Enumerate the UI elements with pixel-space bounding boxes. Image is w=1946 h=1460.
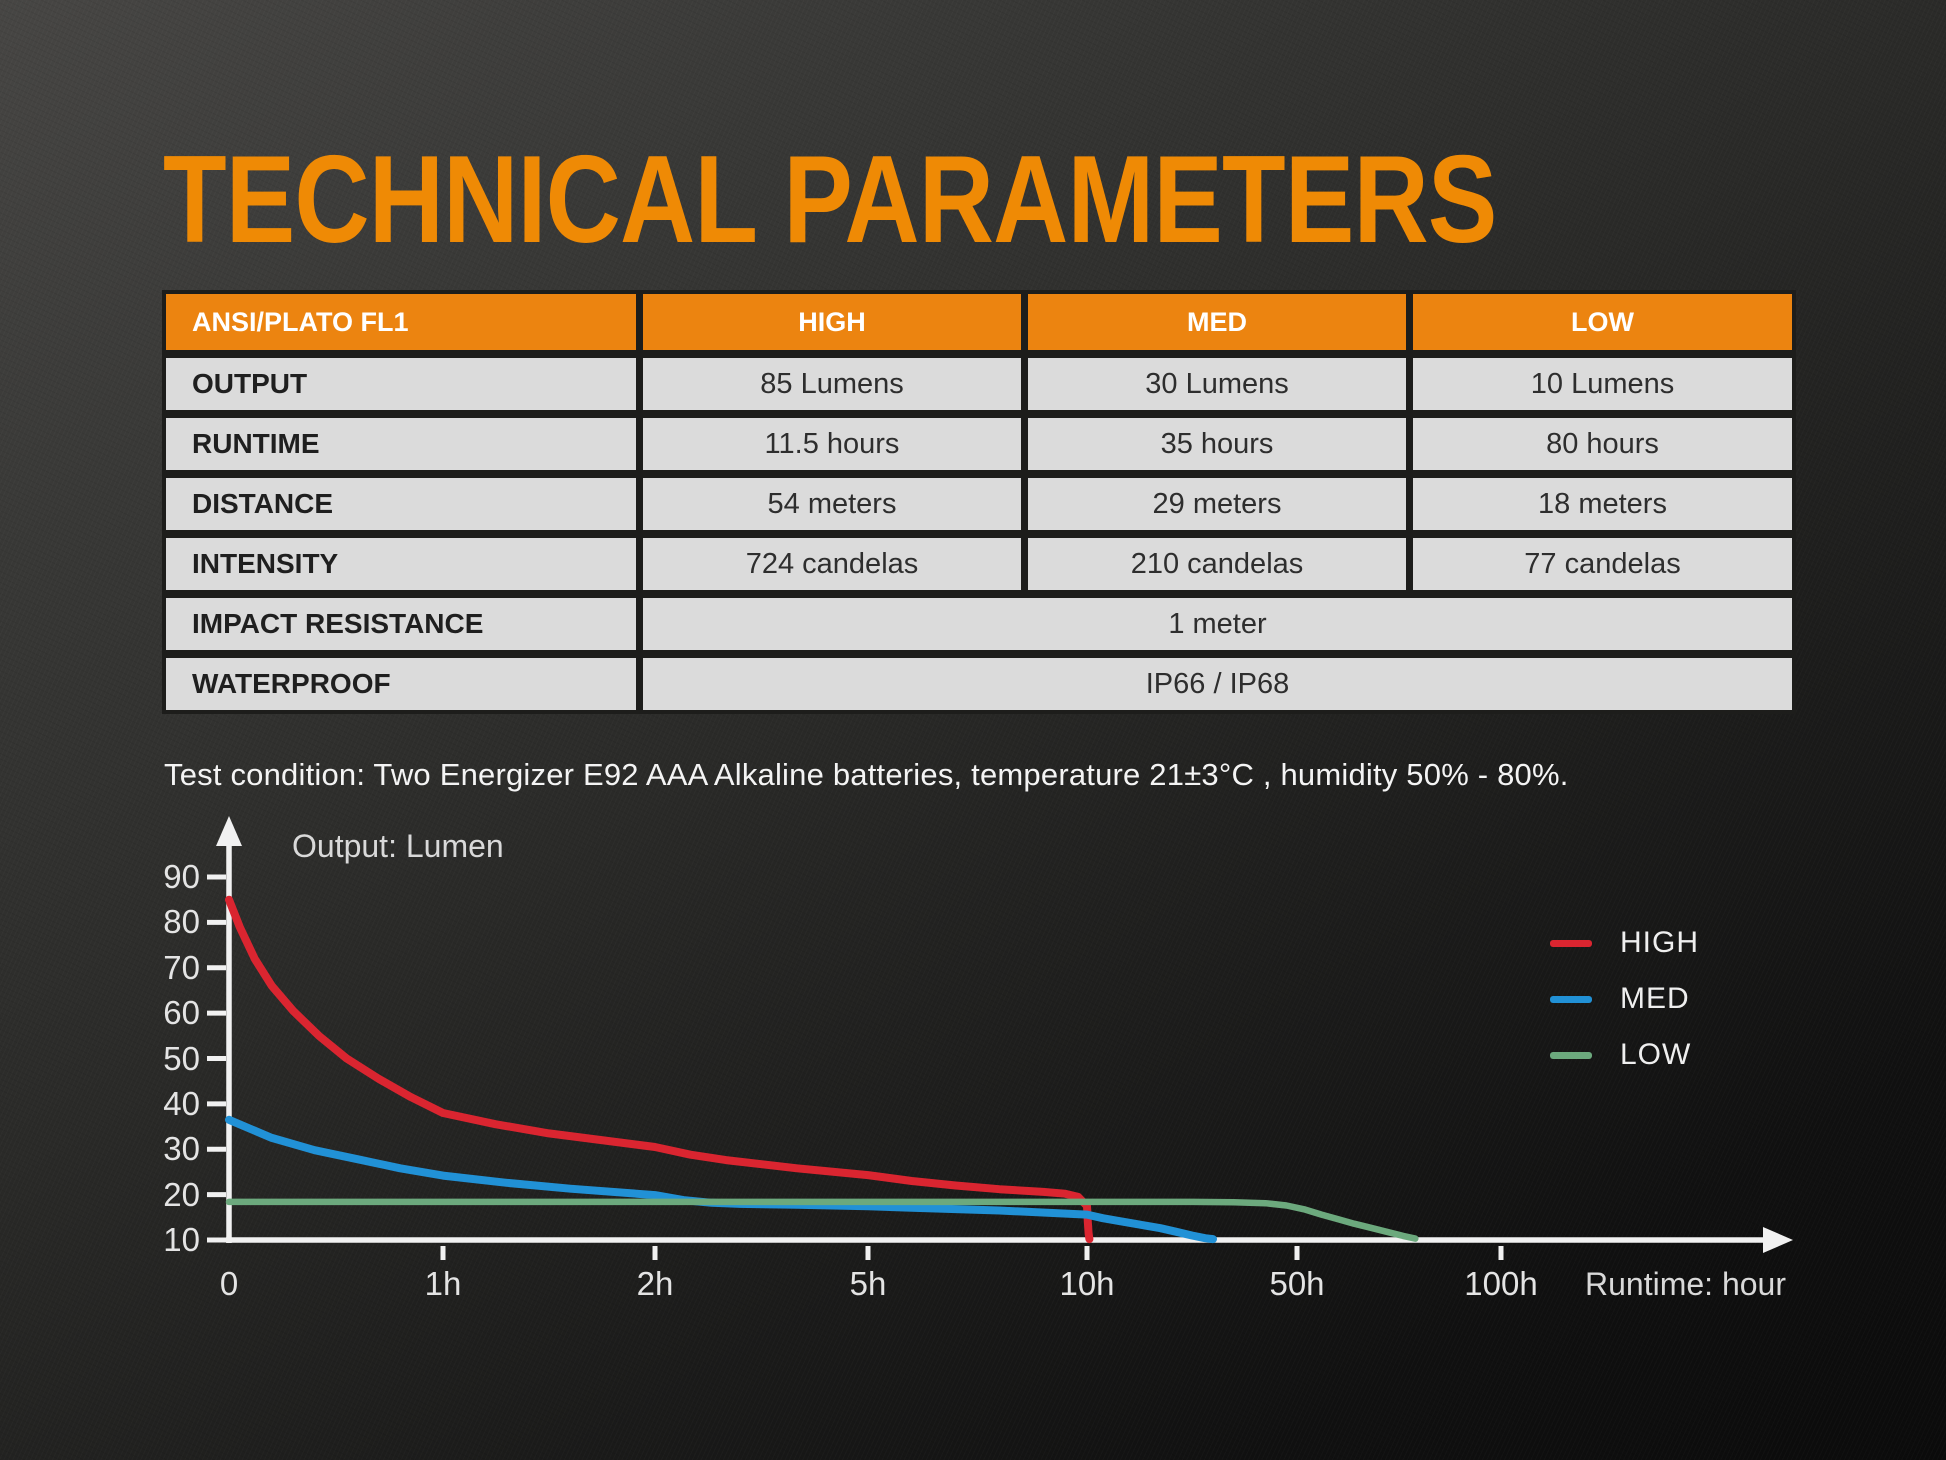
legend-label-med: MED xyxy=(1620,982,1690,1015)
intensity-high: 724 candelas xyxy=(643,538,1021,590)
x-tick-label: 2h xyxy=(636,1265,674,1302)
x-tick-label: 10h xyxy=(1059,1265,1115,1302)
y-tick-label: 60 xyxy=(163,994,200,1032)
y-axis-title: Output: Lumen xyxy=(292,828,504,864)
table-header-med: MED xyxy=(1028,294,1406,350)
chart-legend: HIGH MED LOW xyxy=(1550,915,1699,1083)
row-label-distance: DISTANCE xyxy=(166,478,636,530)
y-tick-label: 80 xyxy=(163,903,200,941)
table-header-ansi: ANSI/PLATO FL1 xyxy=(166,294,636,350)
page-title: TECHNICAL PARAMETERS xyxy=(163,131,1497,269)
row-label-waterproof: WATERPROOF xyxy=(166,658,636,710)
output-med: 30 Lumens xyxy=(1028,358,1406,410)
x-tick-label: 100h xyxy=(1464,1265,1538,1302)
y-tick-label: 30 xyxy=(163,1130,200,1168)
impact-resistance-value: 1 meter xyxy=(643,598,1792,650)
legend-item-low: LOW xyxy=(1550,1027,1699,1083)
legend-swatch-med-icon xyxy=(1550,995,1592,1003)
distance-med: 29 meters xyxy=(1028,478,1406,530)
x-tick-label: 5h xyxy=(849,1265,887,1302)
legend-label-low: LOW xyxy=(1620,1038,1692,1071)
x-axis-title: Runtime: hour xyxy=(1585,1266,1786,1302)
runtime-med: 35 hours xyxy=(1028,418,1406,470)
test-condition-note: Test condition: Two Energizer E92 AAA Al… xyxy=(164,757,1569,792)
x-tick-label: 1h xyxy=(424,1265,462,1302)
row-label-output: OUTPUT xyxy=(166,358,636,410)
legend-swatch-high-icon xyxy=(1550,939,1592,947)
legend-swatch-low-icon xyxy=(1550,1051,1592,1059)
distance-high: 54 meters xyxy=(643,478,1021,530)
row-label-impact-resistance: IMPACT RESISTANCE xyxy=(166,598,636,650)
y-tick-label: 50 xyxy=(163,1039,200,1077)
output-high: 85 Lumens xyxy=(643,358,1021,410)
y-tick-label: 70 xyxy=(163,948,200,986)
x-tick-label: 0 xyxy=(219,1265,239,1302)
intensity-low: 77 candelas xyxy=(1413,538,1792,590)
output-low: 10 Lumens xyxy=(1413,358,1792,410)
legend-item-high: HIGH xyxy=(1550,915,1699,971)
spec-table: ANSI/PLATO FL1 HIGH MED LOW OUTPUT 85 Lu… xyxy=(162,290,1796,714)
y-tick-label: 20 xyxy=(163,1175,200,1213)
waterproof-value: IP66 / IP68 xyxy=(643,658,1792,710)
runtime-low: 80 hours xyxy=(1413,418,1792,470)
intensity-med: 210 candelas xyxy=(1028,538,1406,590)
row-label-intensity: INTENSITY xyxy=(166,538,636,590)
y-tick-label: 10 xyxy=(163,1221,200,1258)
runtime-high: 11.5 hours xyxy=(643,418,1021,470)
legend-label-high: HIGH xyxy=(1620,926,1699,959)
table-header-high: HIGH xyxy=(643,294,1021,350)
row-label-runtime: RUNTIME xyxy=(166,418,636,470)
distance-low: 18 meters xyxy=(1413,478,1792,530)
y-tick-label: 90 xyxy=(163,858,200,895)
y-tick-label: 40 xyxy=(163,1084,200,1122)
legend-item-med: MED xyxy=(1550,971,1699,1027)
table-header-low: LOW xyxy=(1413,294,1792,350)
x-tick-label: 50h xyxy=(1269,1265,1325,1302)
